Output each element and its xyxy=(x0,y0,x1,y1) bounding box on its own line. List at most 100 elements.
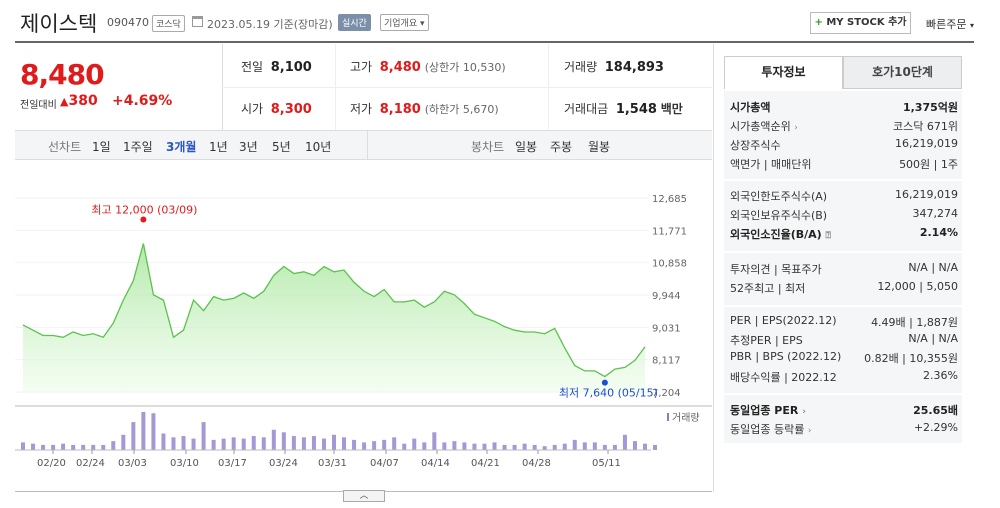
price-chart[interactable]: 12,685 11,771 10,858 9,944 9,031 8,117 7,204 최고… xyxy=(15,180,712,480)
candle-monthly[interactable]: 월봉 xyxy=(588,140,611,154)
high-value: 8,480 xyxy=(379,60,421,75)
period-5y[interactable]: 5년 xyxy=(272,140,291,154)
volume-bar xyxy=(21,442,25,450)
open-value: 8,300 xyxy=(270,102,312,117)
industry-per-value: 25.65배 xyxy=(913,404,958,417)
x-tick-label: 03/10 xyxy=(170,458,199,469)
face-value: 500원 | 1주 xyxy=(899,158,958,171)
x-tick-label: 04/07 xyxy=(370,458,399,469)
volume-bar xyxy=(462,442,467,450)
volume-bar xyxy=(542,446,547,450)
candle-weekly[interactable]: 주봉 xyxy=(550,140,573,154)
low-value: 8,180 xyxy=(379,102,421,117)
w52-label: 52주최고 | 최저 xyxy=(730,282,806,295)
info-row[interactable]: 시가총액순위 › 코스닥 671위 xyxy=(730,118,958,136)
y-tick-label: 9,031 xyxy=(652,323,681,334)
tab-hoga-10[interactable]: 호가10단계 xyxy=(843,56,962,89)
info-row: 상장주식수 16,219,019 xyxy=(730,137,958,155)
volume-bar xyxy=(352,439,357,450)
info-row: 52주최고 | 최저 12,000 | 5,050 xyxy=(730,280,958,298)
y-tick-label: 12,685 xyxy=(652,194,687,205)
plus-icon: + xyxy=(814,17,823,28)
period-3y[interactable]: 3년 xyxy=(239,140,258,154)
period-1d[interactable]: 1일 xyxy=(92,140,111,154)
volume-bar xyxy=(482,443,487,450)
volume-bar xyxy=(111,441,116,450)
industry-per-label: 동일업종 PER › xyxy=(730,402,806,418)
volume-bar xyxy=(291,436,296,450)
tab-investment-info[interactable]: 투자정보 xyxy=(724,56,843,89)
volume-bar xyxy=(121,434,126,450)
period-1y[interactable]: 1년 xyxy=(209,140,228,154)
current-price: 8,480 xyxy=(20,58,105,91)
volume-bar xyxy=(31,443,36,450)
chevron-right-icon: › xyxy=(802,407,806,417)
volume-bar xyxy=(71,444,76,450)
divider xyxy=(713,44,714,492)
volume-bar xyxy=(181,436,186,450)
x-tick-label: 05/11 xyxy=(592,458,621,469)
info-section-opinion: 투자의견 | 목표주가 N/A | N/A 52주최고 | 최저 12,000 | … xyxy=(724,253,962,305)
x-tick-label: 02/24 xyxy=(76,458,105,469)
info-row[interactable]: 동일업종 등락률 › +2.29% xyxy=(730,421,958,439)
add-mystock-button[interactable]: + MY STOCK 추가 xyxy=(810,12,911,34)
volume-bar xyxy=(422,442,427,450)
volume-bar xyxy=(442,442,447,450)
x-tick-label: 03/17 xyxy=(218,458,247,469)
collapse-chart-button[interactable]: ︿ xyxy=(343,490,385,502)
per-label: PER | EPS(2022.12) xyxy=(730,314,837,327)
chevron-down-icon: ▾ xyxy=(420,19,425,29)
foreign-limit-label: 외국인한도주식수(A) xyxy=(730,190,828,203)
volume-bar xyxy=(141,412,146,450)
mystock-label: MY STOCK 추가 xyxy=(826,17,907,28)
info-row: 외국인보유주식수(B) 347,274 xyxy=(730,207,958,225)
company-overview-dropdown[interactable]: 기업개요 ▾ xyxy=(380,14,429,31)
volume-bar xyxy=(81,444,86,450)
foreign-rate-text: 외국인소진율(B/A) xyxy=(730,228,822,241)
volume-bar xyxy=(512,444,517,450)
volume-bar xyxy=(602,444,607,450)
info-section-foreign: 외국인한도주식수(A) 16,219,019 외국인보유주식수(B) 347,274… xyxy=(724,181,962,251)
volume-bar xyxy=(372,441,377,450)
low-price: 저가 8,180 (하한가 5,670) xyxy=(350,100,499,117)
x-tick-label: 04/14 xyxy=(421,458,450,469)
lower-limit: (하한가 5,670) xyxy=(424,103,499,116)
market-badge: 코스닥 xyxy=(152,15,185,32)
date-value: 2023.05.19 xyxy=(207,18,270,31)
chevron-up-icon: ︿ xyxy=(359,491,369,501)
y-tick-label: 8,117 xyxy=(652,356,681,367)
y-tick-label: 7,204 xyxy=(652,388,681,399)
upper-limit: (상한가 10,530) xyxy=(424,61,506,74)
period-1w[interactable]: 1주일 xyxy=(123,140,153,154)
industry-rate-text: 동일업종 등락률 xyxy=(730,423,805,436)
help-icon[interactable]: ⍰ xyxy=(825,231,831,241)
cap-rank-label: 시가총액순위 › xyxy=(730,118,798,134)
chevron-down-icon: ▾ xyxy=(969,21,974,30)
low-label: 저가 xyxy=(350,102,373,116)
candle-daily[interactable]: 일봉 xyxy=(515,140,538,154)
info-row[interactable]: 동일업종 PER › 25.65배 xyxy=(730,402,958,420)
x-tick-label: 04/28 xyxy=(522,458,551,469)
volume-bar xyxy=(472,443,477,450)
volume-bar xyxy=(151,413,156,450)
info-row: PER | EPS(2022.12) 4.49배 | 1,887원 xyxy=(730,314,958,332)
open-price: 시가 8,300 xyxy=(241,100,312,117)
volume-bar xyxy=(201,422,206,450)
volume-bar xyxy=(342,437,347,450)
volume-bar xyxy=(432,432,437,450)
stock-code: 090470 xyxy=(107,16,149,29)
period-3m[interactable]: 3개월 xyxy=(166,140,197,154)
period-10y[interactable]: 10년 xyxy=(305,140,332,154)
fast-order-dropdown[interactable]: 빠른주문 ▾ xyxy=(926,16,974,32)
volume-bar xyxy=(412,438,417,450)
volume-bar xyxy=(61,443,66,450)
volume-label: 거래량 xyxy=(564,60,598,74)
divider xyxy=(548,44,549,130)
high-label: 고가 xyxy=(350,60,373,74)
volume-bar xyxy=(332,434,336,450)
foreign-rate-label: 외국인소진율(B/A) ⍰ xyxy=(730,226,831,242)
realtime-button[interactable]: 실시간 xyxy=(338,14,371,31)
volume-bar xyxy=(643,443,647,450)
div-value: 2.36% xyxy=(923,369,958,382)
volume-bar xyxy=(321,438,326,450)
